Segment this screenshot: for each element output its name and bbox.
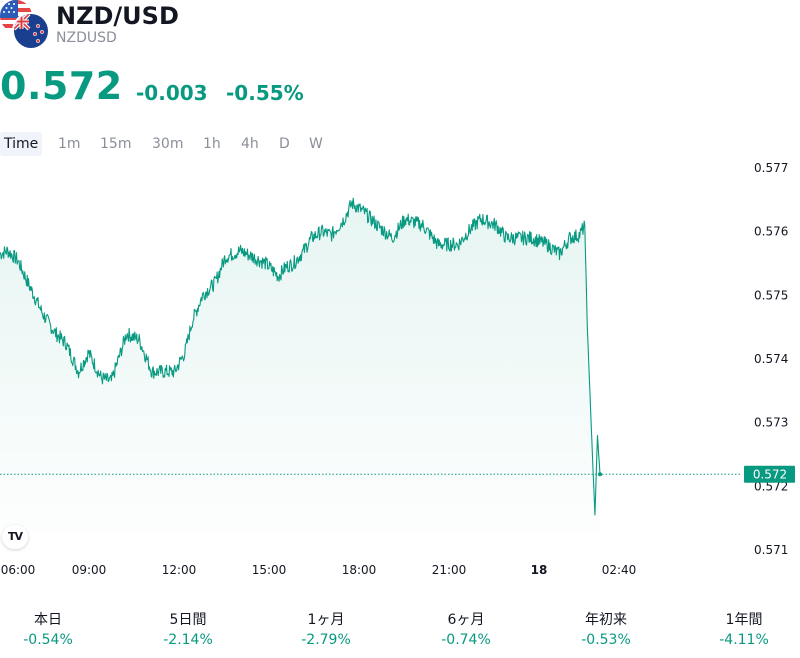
nz-flag-icon xyxy=(14,14,48,48)
time-tick-label: 02:40 xyxy=(602,563,637,577)
perf-item-today[interactable]: 本日 -0.54% xyxy=(0,611,96,649)
perf-label: 1ヶ月 xyxy=(307,612,345,628)
time-tick-label: 18 xyxy=(531,563,548,577)
last-price-tag-label: 0.572 xyxy=(753,468,787,482)
perf-label: 本日 xyxy=(34,612,62,628)
price-tick-label: 0.573 xyxy=(754,416,788,430)
perf-value: -2.79% xyxy=(301,632,351,648)
price-tick-label: 0.576 xyxy=(754,225,788,239)
perf-item-1m[interactable]: 1ヶ月 -2.79% xyxy=(278,611,374,649)
current-price: 0.572 xyxy=(0,64,123,108)
time-tick-label: 18:00 xyxy=(342,563,377,577)
tradingview-logo[interactable]: TV xyxy=(2,525,28,549)
perf-value: -0.54% xyxy=(23,632,73,648)
perf-item-6m[interactable]: 6ヶ月 -0.74% xyxy=(418,611,514,649)
symbol-title: NZD/USD xyxy=(56,2,179,30)
perf-item-5d[interactable]: 5日間 -2.14% xyxy=(140,611,236,649)
price-chart[interactable]: 0.577 0.576 0.575 0.574 0.573 0.572 0.571 06:0… xyxy=(0,160,800,585)
time-tick-label: 12:00 xyxy=(162,563,197,577)
perf-label: 6ヶ月 xyxy=(447,612,485,628)
time-tick-label: 21:00 xyxy=(432,563,467,577)
perf-value: -2.14% xyxy=(163,632,213,648)
price-tick-label: 0.577 xyxy=(754,161,788,175)
price-tick-label: 0.572 xyxy=(754,479,788,493)
perf-value: -4.11% xyxy=(719,632,769,648)
perf-label: 5日間 xyxy=(169,612,207,628)
perf-label: 年初来 xyxy=(585,612,627,628)
price-area-fill xyxy=(0,198,600,530)
price-axis: 0.577 0.576 0.575 0.574 0.573 0.572 0.571 xyxy=(754,161,788,557)
last-price-marker xyxy=(598,472,602,477)
perf-item-1y[interactable]: 1年間 -4.11% xyxy=(696,611,792,649)
time-axis: 06:00 09:00 12:00 15:00 18:00 21:00 18 02:40 xyxy=(1,563,637,577)
price-tick-label: 0.575 xyxy=(754,288,788,302)
timeframe-4h[interactable]: 4h xyxy=(241,136,259,152)
time-tick-label: 06:00 xyxy=(1,563,36,577)
price-line xyxy=(0,197,601,516)
perf-label: 1年間 xyxy=(725,612,763,628)
price-tick-label: 0.571 xyxy=(754,543,788,557)
timeframe-15m[interactable]: 15m xyxy=(100,136,132,152)
price-change: -0.003 xyxy=(136,81,208,105)
timeframe-30m[interactable]: 30m xyxy=(152,136,184,152)
perf-value: -0.74% xyxy=(441,632,491,648)
last-price-tag: 0.572 xyxy=(744,465,795,483)
timeframe-w[interactable]: W xyxy=(309,136,323,152)
time-tick-label: 15:00 xyxy=(252,563,287,577)
timeframe-d[interactable]: D xyxy=(279,136,290,152)
timeframe-1h[interactable]: 1h xyxy=(203,136,221,152)
price-change-percent: -0.55% xyxy=(226,81,304,105)
perf-item-ytd[interactable]: 年初来 -0.53% xyxy=(558,611,654,649)
time-tick-label: 09:00 xyxy=(72,563,107,577)
perf-value: -0.53% xyxy=(581,632,631,648)
price-tick-label: 0.574 xyxy=(754,352,788,366)
timeframe-1m[interactable]: 1m xyxy=(58,136,81,152)
last-price-tag-bg xyxy=(744,465,795,483)
symbol-ticker: NZDUSD xyxy=(56,30,117,46)
timeframe-time[interactable]: Time xyxy=(0,132,43,156)
